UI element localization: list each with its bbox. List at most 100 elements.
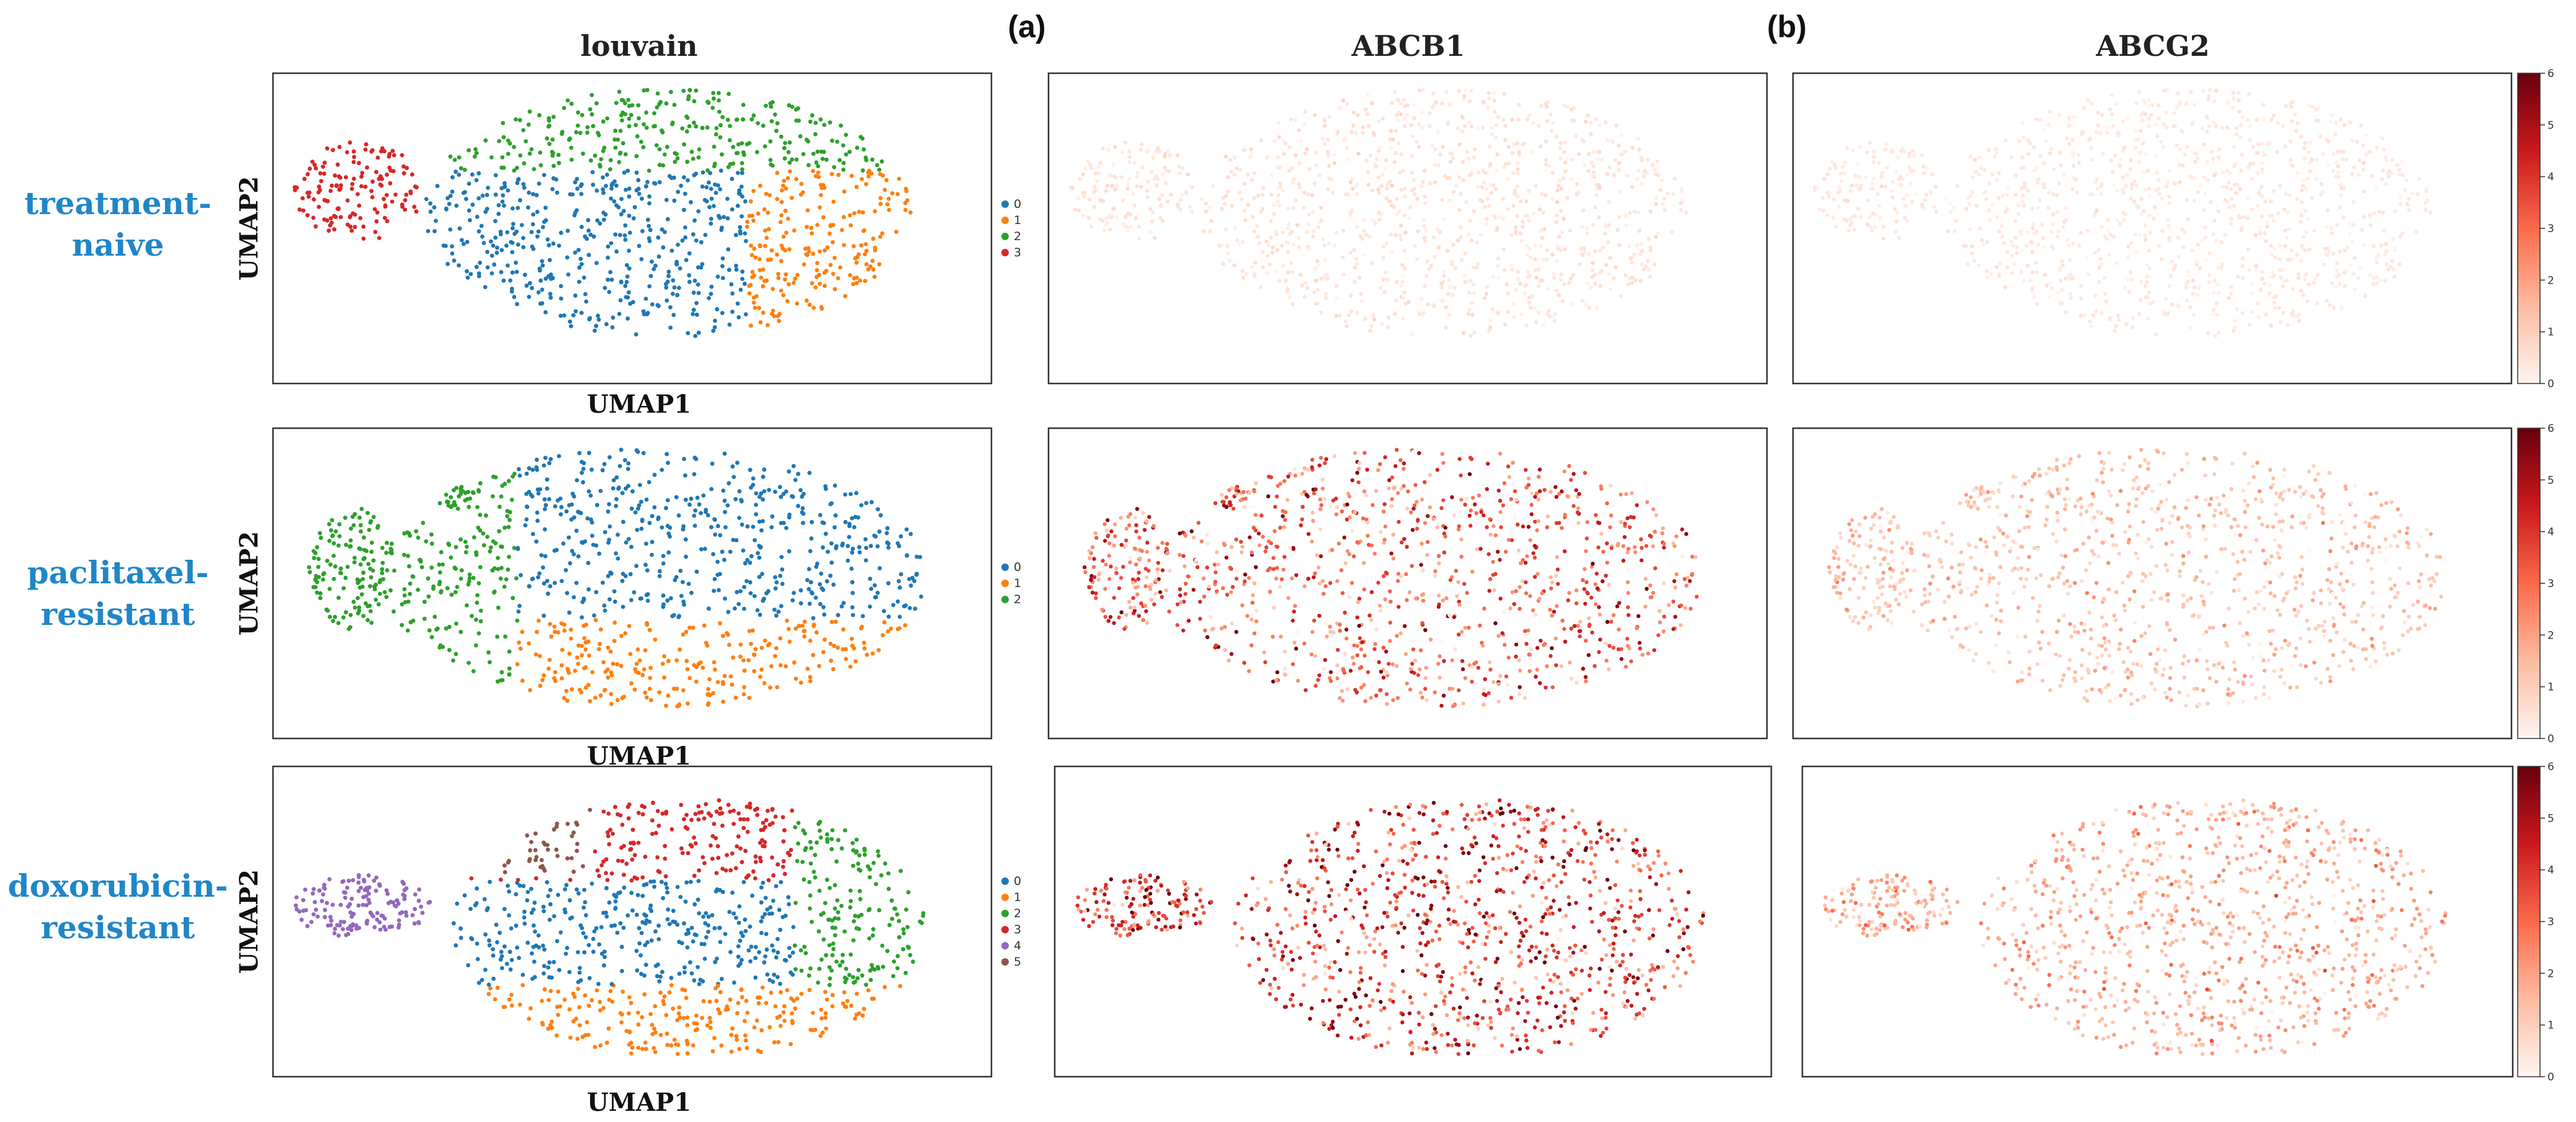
panel-abcg2-naive xyxy=(1792,72,2513,385)
cell-point xyxy=(1287,145,1292,150)
cell-point xyxy=(603,212,608,217)
cell-point xyxy=(1341,255,1345,260)
cell-point xyxy=(474,178,479,182)
cell-point xyxy=(768,139,773,144)
cell-point xyxy=(1525,117,1529,122)
cell-point xyxy=(811,151,816,156)
cell-point xyxy=(880,159,884,164)
cell-point xyxy=(1680,553,1684,557)
cell-point xyxy=(2052,167,2056,171)
cell-point xyxy=(606,244,610,249)
cell-point xyxy=(2139,212,2144,217)
cell-point xyxy=(432,205,437,210)
cell-point xyxy=(602,145,607,150)
cell-point xyxy=(1382,502,1387,506)
cell-point xyxy=(1402,290,1407,295)
cell-point xyxy=(380,146,385,151)
cell-point xyxy=(369,621,374,625)
cell-point xyxy=(689,496,694,501)
cell-point xyxy=(1436,163,1441,168)
cell-point xyxy=(321,577,326,582)
cell-point xyxy=(869,544,873,549)
cell-point xyxy=(1581,246,1586,251)
cell-point xyxy=(357,515,362,520)
cell-point xyxy=(831,666,836,671)
cell-point xyxy=(835,140,839,144)
cell-point xyxy=(1439,282,1444,286)
cell-point xyxy=(606,574,610,578)
cell-point xyxy=(1627,211,1632,215)
cell-point xyxy=(2176,303,2181,308)
cell-point xyxy=(908,583,913,588)
cell-point xyxy=(2196,190,2200,194)
cell-point xyxy=(848,491,853,496)
cell-point xyxy=(1447,285,1452,290)
cell-point xyxy=(618,128,623,133)
cell-point xyxy=(2048,281,2052,285)
cell-point xyxy=(493,235,498,240)
cell-point xyxy=(1399,152,1403,156)
cell-point xyxy=(1108,615,1113,619)
cell-point xyxy=(2295,121,2300,125)
cell-point xyxy=(452,488,456,493)
cell-point xyxy=(1421,218,1426,222)
cell-point xyxy=(2104,299,2108,304)
cell-point xyxy=(1447,686,1452,691)
cell-point xyxy=(393,192,398,197)
cell-point xyxy=(1487,145,1492,149)
cell-point xyxy=(506,151,511,156)
cell-point xyxy=(827,231,832,236)
cell-point xyxy=(1503,138,1508,143)
cell-point xyxy=(1398,101,1403,105)
cell-point xyxy=(2400,159,2404,164)
cell-point xyxy=(1560,230,1564,235)
cell-point xyxy=(382,149,387,154)
cell-point xyxy=(1640,652,1645,657)
cell-point xyxy=(2384,182,2389,186)
cell-point xyxy=(770,514,775,519)
cell-point xyxy=(622,233,627,238)
cell-point xyxy=(689,150,694,155)
cell-point xyxy=(636,177,641,182)
cell-point xyxy=(1397,604,1401,609)
cell-point xyxy=(1405,545,1409,549)
cell-point xyxy=(2162,88,2167,92)
cell-point xyxy=(2281,284,2285,289)
cell-point xyxy=(1590,160,1594,164)
cell-point xyxy=(1355,225,1359,229)
cell-point xyxy=(1316,263,1320,267)
cell-point xyxy=(1167,169,1171,173)
cell-point xyxy=(843,492,847,497)
cell-point xyxy=(2147,266,2152,271)
cell-point xyxy=(458,537,463,542)
cell-point xyxy=(666,550,671,555)
cell-point xyxy=(499,186,504,191)
cell-point xyxy=(1183,533,1188,538)
cell-point xyxy=(2232,325,2237,330)
cell-point xyxy=(1972,158,1977,162)
cell-point xyxy=(864,558,869,563)
cell-point xyxy=(478,619,483,624)
cell-point xyxy=(498,232,503,236)
cell-point xyxy=(1426,302,1430,307)
cell-point xyxy=(1294,573,1299,577)
cell-point xyxy=(787,169,792,174)
cell-point xyxy=(1815,186,1819,190)
cell-point xyxy=(1533,613,1538,617)
cell-point xyxy=(1533,495,1537,499)
cell-point xyxy=(327,522,331,527)
cell-point xyxy=(2020,155,2024,159)
cell-point xyxy=(2178,100,2183,104)
cell-point xyxy=(699,547,704,552)
cell-point xyxy=(2269,199,2273,204)
cell-point xyxy=(624,187,628,192)
cell-point xyxy=(1524,642,1529,646)
cell-point xyxy=(499,248,504,253)
cell-point xyxy=(805,208,810,213)
cell-point xyxy=(2319,192,2323,197)
cell-point xyxy=(2364,133,2368,137)
cell-point xyxy=(336,621,341,626)
cell-point xyxy=(2278,320,2283,325)
cell-point xyxy=(1885,165,1889,170)
cell-point xyxy=(806,163,811,168)
